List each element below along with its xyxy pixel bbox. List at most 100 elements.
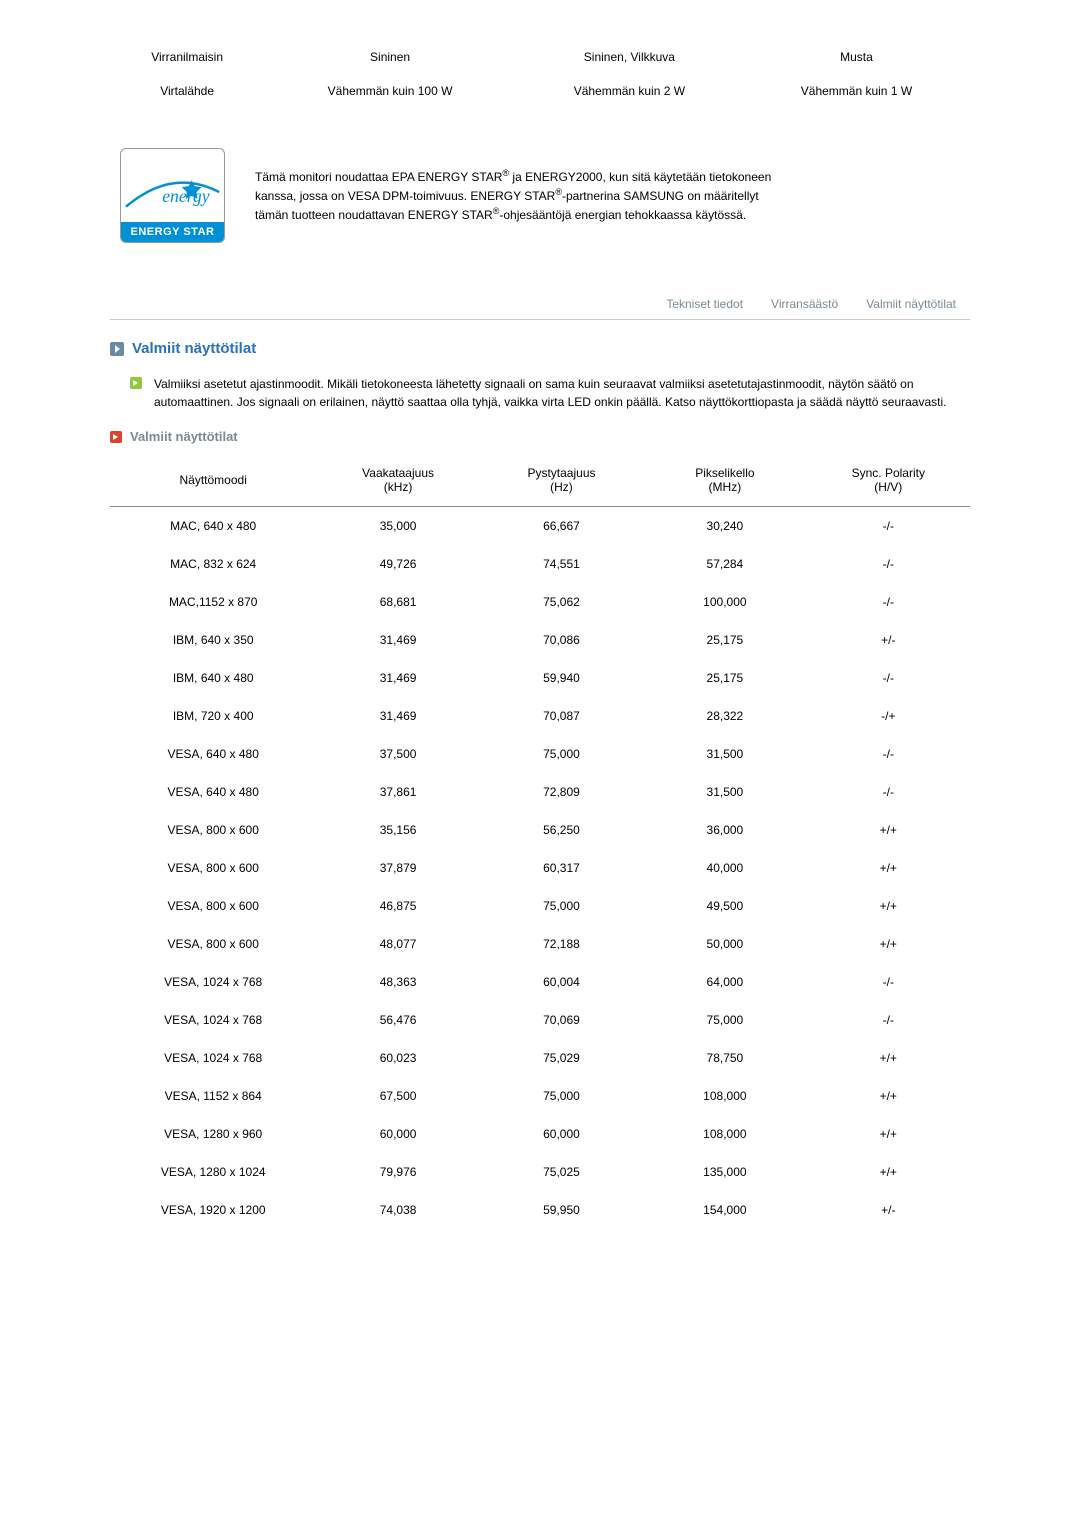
table-row: VESA, 1280 x 96060,00060,000108,000+/+ — [110, 1115, 970, 1153]
modes-cell: 70,087 — [480, 697, 643, 735]
modes-cell: 60,000 — [316, 1115, 479, 1153]
intro-text: Valmiiksi asetetut ajastinmoodit. Mikäli… — [154, 375, 970, 411]
modes-cell: -/+ — [807, 697, 970, 735]
modes-cell: 75,000 — [643, 1001, 806, 1039]
modes-cell: 60,317 — [480, 849, 643, 887]
modes-cell: 75,029 — [480, 1039, 643, 1077]
modes-cell: MAC, 640 x 480 — [110, 507, 316, 546]
tab-bar: Tekniset tiedotVirransäästöValmiit näytt… — [110, 293, 970, 320]
table-row: VESA, 800 x 60048,07772,18850,000+/+ — [110, 925, 970, 963]
power-info-cell: Vähemmän kuin 2 W — [516, 74, 743, 108]
modes-cell: +/+ — [807, 1077, 970, 1115]
table-row: VESA, 800 x 60035,15656,25036,000+/+ — [110, 811, 970, 849]
modes-cell: 46,875 — [316, 887, 479, 925]
modes-cell: 74,038 — [316, 1191, 479, 1229]
modes-cell: 48,363 — [316, 963, 479, 1001]
tab-2[interactable]: Valmiit näyttötilat — [852, 293, 970, 315]
modes-cell: 60,004 — [480, 963, 643, 1001]
modes-cell: 79,976 — [316, 1153, 479, 1191]
power-info-cell: Musta — [743, 40, 970, 74]
energy-star-logo: energy ENERGY STAR — [120, 148, 225, 243]
modes-cell: 35,000 — [316, 507, 479, 546]
modes-cell: 31,500 — [643, 735, 806, 773]
modes-header-cell: Näyttömoodi — [110, 456, 316, 507]
modes-cell: 100,000 — [643, 583, 806, 621]
modes-cell: 75,000 — [480, 1077, 643, 1115]
modes-cell: 75,025 — [480, 1153, 643, 1191]
modes-cell: -/- — [807, 1001, 970, 1039]
modes-cell: 135,000 — [643, 1153, 806, 1191]
modes-cell: +/- — [807, 1191, 970, 1229]
modes-cell: -/- — [807, 583, 970, 621]
modes-cell: MAC,1152 x 870 — [110, 583, 316, 621]
modes-cell: VESA, 1280 x 1024 — [110, 1153, 316, 1191]
power-info-cell: Virranilmaisin — [110, 40, 264, 74]
modes-cell: 108,000 — [643, 1077, 806, 1115]
modes-cell: 56,250 — [480, 811, 643, 849]
table-row: IBM, 640 x 48031,46959,94025,175-/- — [110, 659, 970, 697]
modes-cell: -/- — [807, 773, 970, 811]
modes-cell: +/+ — [807, 1153, 970, 1191]
modes-cell: 72,809 — [480, 773, 643, 811]
power-info-cell: Vähemmän kuin 1 W — [743, 74, 970, 108]
modes-cell: 49,500 — [643, 887, 806, 925]
modes-cell: 37,500 — [316, 735, 479, 773]
modes-cell: VESA, 1024 x 768 — [110, 963, 316, 1001]
table-row: MAC, 832 x 62449,72674,55157,284-/- — [110, 545, 970, 583]
table-row: MAC, 640 x 48035,00066,66730,240-/- — [110, 507, 970, 546]
modes-cell: 31,469 — [316, 697, 479, 735]
modes-cell: 75,062 — [480, 583, 643, 621]
table-row: VESA, 1024 x 76860,02375,02978,750+/+ — [110, 1039, 970, 1077]
modes-cell: VESA, 1152 x 864 — [110, 1077, 316, 1115]
modes-cell: VESA, 800 x 600 — [110, 925, 316, 963]
modes-cell: 60,023 — [316, 1039, 479, 1077]
modes-header-cell: Pikselikello(MHz) — [643, 456, 806, 507]
modes-cell: 154,000 — [643, 1191, 806, 1229]
modes-cell: 75,000 — [480, 735, 643, 773]
table-row: VESA, 640 x 48037,86172,80931,500-/- — [110, 773, 970, 811]
power-info-cell: Vähemmän kuin 100 W — [264, 74, 516, 108]
modes-cell: 25,175 — [643, 659, 806, 697]
tab-0[interactable]: Tekniset tiedot — [652, 293, 757, 315]
tab-1[interactable]: Virransäästö — [757, 293, 852, 315]
modes-cell: -/- — [807, 545, 970, 583]
modes-cell: VESA, 800 x 600 — [110, 849, 316, 887]
modes-cell: VESA, 640 x 480 — [110, 735, 316, 773]
modes-cell: +/+ — [807, 887, 970, 925]
table-row: IBM, 640 x 35031,46970,08625,175+/- — [110, 621, 970, 659]
section-header: Valmiit näyttötilat — [110, 340, 970, 357]
modes-cell: VESA, 1920 x 1200 — [110, 1191, 316, 1229]
modes-cell: 28,322 — [643, 697, 806, 735]
table-row: VESA, 800 x 60037,87960,31740,000+/+ — [110, 849, 970, 887]
modes-cell: VESA, 800 x 600 — [110, 811, 316, 849]
modes-cell: 25,175 — [643, 621, 806, 659]
modes-cell: 78,750 — [643, 1039, 806, 1077]
modes-cell: 30,240 — [643, 507, 806, 546]
modes-cell: 37,861 — [316, 773, 479, 811]
modes-cell: +/- — [807, 621, 970, 659]
modes-cell: IBM, 640 x 350 — [110, 621, 316, 659]
modes-cell: VESA, 1024 x 768 — [110, 1039, 316, 1077]
energy-star-block: energy ENERGY STAR Tämä monitori noudatt… — [110, 148, 970, 243]
power-info-cell: Sininen — [264, 40, 516, 74]
modes-cell: IBM, 640 x 480 — [110, 659, 316, 697]
bullet-icon — [130, 377, 142, 389]
table-row: VESA, 1280 x 102479,97675,025135,000+/+ — [110, 1153, 970, 1191]
modes-cell: 66,667 — [480, 507, 643, 546]
modes-cell: 36,000 — [643, 811, 806, 849]
table-row: VESA, 1024 x 76856,47670,06975,000-/- — [110, 1001, 970, 1039]
modes-cell: +/+ — [807, 811, 970, 849]
modes-cell: +/+ — [807, 849, 970, 887]
modes-cell: -/- — [807, 507, 970, 546]
energy-star-text: Tämä monitori noudattaa EPA ENERGY STAR®… — [255, 167, 795, 224]
sub-title: Valmiit näyttötilat — [130, 429, 238, 444]
section-arrow-icon — [110, 342, 124, 356]
modes-cell: +/+ — [807, 925, 970, 963]
modes-cell: 67,500 — [316, 1077, 479, 1115]
modes-cell: 56,476 — [316, 1001, 479, 1039]
modes-cell: 40,000 — [643, 849, 806, 887]
modes-cell: VESA, 1024 x 768 — [110, 1001, 316, 1039]
modes-cell: +/+ — [807, 1115, 970, 1153]
modes-header-cell: Pystytaajuus(Hz) — [480, 456, 643, 507]
modes-cell: 74,551 — [480, 545, 643, 583]
